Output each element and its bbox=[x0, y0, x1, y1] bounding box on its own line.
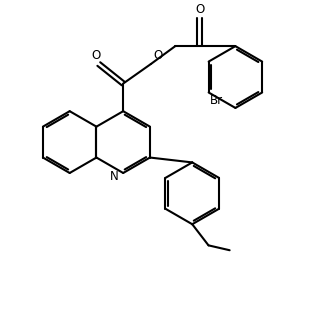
Text: O: O bbox=[91, 49, 100, 62]
Text: N: N bbox=[110, 170, 118, 183]
Text: O: O bbox=[195, 3, 204, 16]
Text: Br: Br bbox=[210, 94, 223, 107]
Text: O: O bbox=[154, 49, 163, 62]
